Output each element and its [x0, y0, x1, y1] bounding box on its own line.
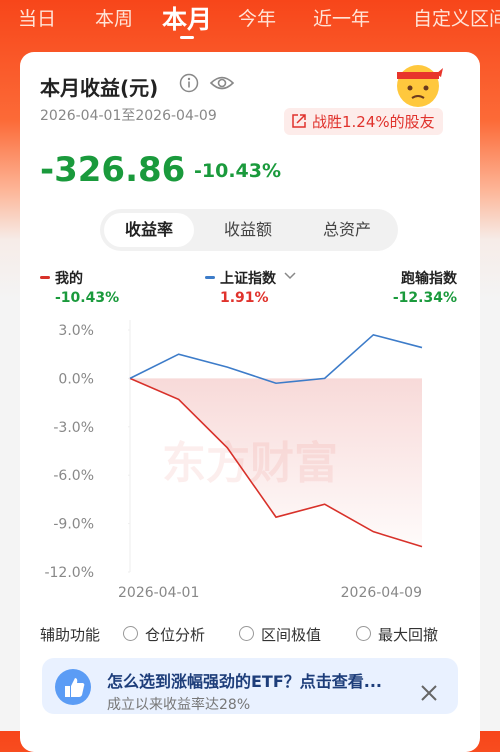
legend-value: -10.43%: [55, 290, 120, 306]
y-tick-label: 3.0%: [58, 323, 94, 339]
y-tick-label: -6.0%: [53, 468, 94, 484]
legend-swatch: [40, 276, 50, 279]
segment-button[interactable]: 收益额: [223, 220, 272, 239]
promo-title: 怎么选到涨幅强劲的ETF？点击查看...: [107, 672, 383, 691]
x-tick-label: 2026-04-01: [118, 585, 199, 601]
date-range: 2026-04-01至2026-04-09: [40, 108, 217, 124]
legend-value: 1.91%: [220, 290, 269, 306]
radio-button[interactable]: [239, 626, 254, 641]
share-icon: [292, 114, 306, 128]
tab[interactable]: 当日: [18, 8, 57, 30]
y-tick-label: -9.0%: [53, 517, 94, 533]
option-label[interactable]: 仓位分析: [145, 626, 206, 644]
segment-button[interactable]: 收益率: [104, 213, 194, 247]
segment-button[interactable]: 总资产: [322, 220, 371, 239]
y-tick-label: -3.0%: [53, 420, 94, 436]
tab[interactable]: 自定义区间: [413, 8, 500, 30]
tab[interactable]: 今年: [238, 8, 277, 30]
x-tick-label: 2026-04-09: [341, 585, 422, 601]
thumb-icon: [55, 669, 91, 705]
promo-banner[interactable]: [42, 658, 458, 714]
page: {"tabs":["当日","本周","本月","今年","近一年","自定义区…: [0, 0, 500, 731]
y-tick-label: -12.0%: [44, 565, 94, 581]
segment-control: 收益率 收益额 总资产: [100, 209, 398, 251]
tab[interactable]: 近一年: [313, 8, 371, 30]
tab[interactable]: 本月: [162, 5, 213, 34]
info-icon[interactable]: [179, 73, 199, 93]
legend-name[interactable]: 上证指数: [220, 271, 276, 287]
legend-name: 我的: [55, 271, 83, 287]
tab[interactable]: 本周: [95, 8, 134, 30]
beat-badge[interactable]: 战胜1.24%的股友: [284, 108, 443, 135]
total-pct: -10.43%: [194, 160, 282, 182]
assist-label: 辅助功能: [40, 626, 101, 644]
promo-subtitle: 成立以来收益率达28%: [107, 697, 251, 713]
legend-swatch: [205, 276, 215, 279]
option-label[interactable]: 最大回撤: [378, 626, 439, 644]
dropdown-arrow[interactable]: [284, 272, 296, 280]
radio-button[interactable]: [123, 626, 138, 641]
option-label[interactable]: 区间极值: [261, 626, 322, 644]
series-line: [129, 333, 423, 385]
stat-value: -12.34%: [392, 290, 457, 306]
y-tick-label: 0.0%: [58, 371, 94, 387]
close-button[interactable]: [420, 684, 438, 702]
radio-button[interactable]: [356, 626, 371, 641]
stat-name: 跑输指数: [401, 271, 457, 287]
series-area: [130, 378, 422, 547]
eye-icon[interactable]: [209, 72, 235, 94]
tab-indicator: [180, 36, 194, 39]
total-amount: -326.86: [40, 150, 186, 190]
card-title: 本月收益(元): [40, 76, 159, 100]
avatar-emoji: [397, 65, 443, 107]
chart: 东方财富3.0%0.0%-3.0%-6.0%-9.0%-12.0%2026-04…: [44, 272, 423, 601]
series-line: [129, 377, 423, 548]
